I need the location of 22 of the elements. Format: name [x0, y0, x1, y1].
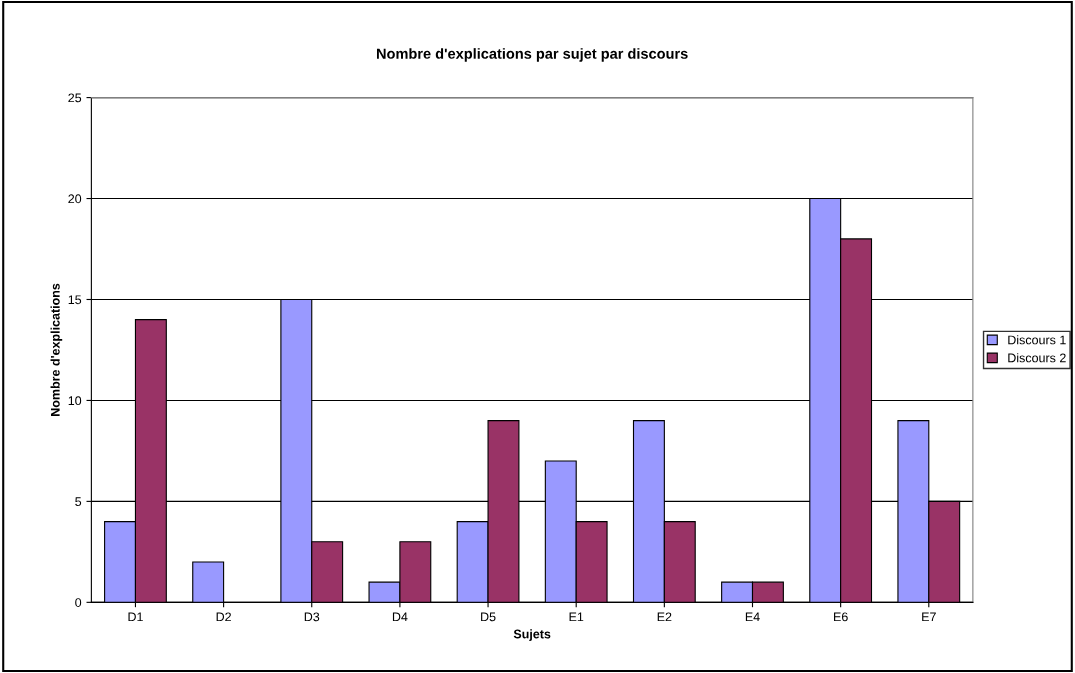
x-tick-label: E1: [569, 612, 584, 622]
x-tick-label: E2: [657, 612, 672, 622]
legend-label: Discours 1: [1008, 335, 1066, 345]
bar: [192, 561, 225, 603]
y-axis-title: Nombre d'explications: [50, 283, 63, 416]
x-tick-label: D3: [304, 612, 320, 622]
chart-title: Nombre d'explications par sujet par discours: [376, 48, 688, 62]
x-tick-label: D1: [128, 612, 143, 622]
y-tick-label: 15: [68, 295, 82, 305]
x-tick-label: D2: [216, 612, 231, 622]
y-tick-label: 10: [68, 396, 82, 406]
x-tick-label: E6: [834, 612, 848, 622]
x-tick-label: D4: [392, 612, 408, 622]
x-tick-label: D5: [481, 612, 496, 622]
y-tick-label: 20: [68, 194, 82, 204]
x-axis-title: Sujets: [513, 629, 551, 641]
x-tick-label: E4: [745, 612, 760, 622]
x-tick-label: E7: [922, 612, 936, 622]
legend-label: Discours 2: [1008, 353, 1066, 363]
y-tick-label: 5: [75, 497, 82, 507]
y-tick-label: 25: [68, 93, 82, 103]
y-tick-label: 0: [75, 598, 82, 607]
